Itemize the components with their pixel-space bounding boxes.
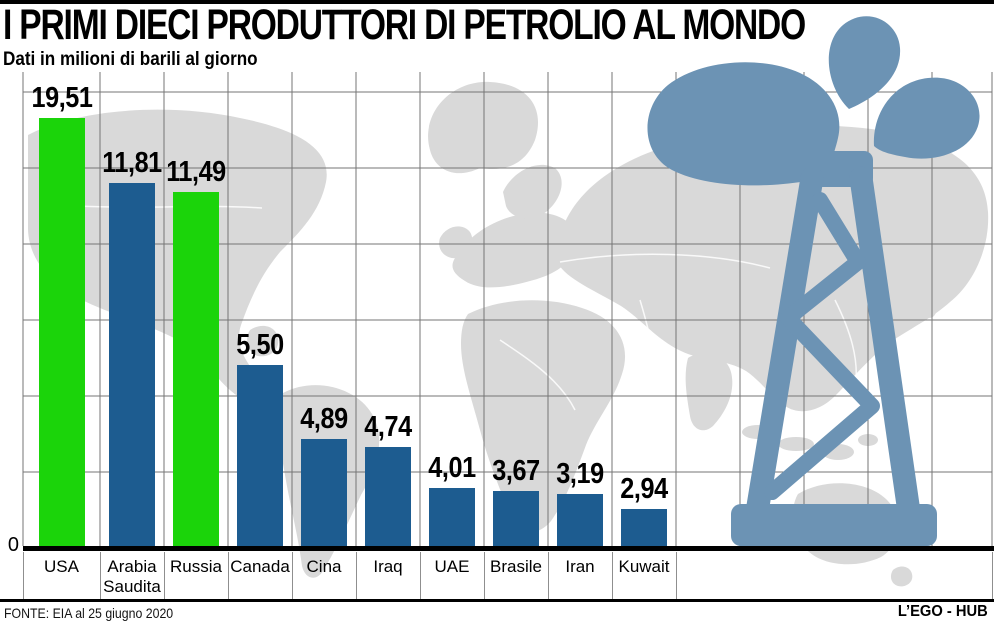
derrick-right-leg [849, 166, 921, 524]
footer-divider [0, 599, 994, 602]
oil-splash-right [873, 77, 980, 159]
derrick-base [731, 504, 937, 546]
y-axis-zero-label: 0 [7, 534, 19, 556]
chart-subtitle: Dati in milioni di barili al giorno [3, 49, 258, 70]
top-border-rule [0, 0, 994, 4]
page-title: I PRIMI DIECI PRODUTTORI DI PETROLIO AL … [3, 1, 806, 49]
derrick-bracing [764, 192, 880, 500]
oil-derrick-icon [647, 16, 980, 546]
derrick-left-leg [745, 166, 824, 524]
brand-logo: L’EGO - HUB [898, 603, 988, 620]
oil-drop-middle [828, 16, 901, 109]
oil-splash-left [647, 62, 840, 186]
source-note: FONTE: EIA al 25 giugno 2020 [4, 605, 174, 621]
x-axis-line [23, 546, 994, 551]
